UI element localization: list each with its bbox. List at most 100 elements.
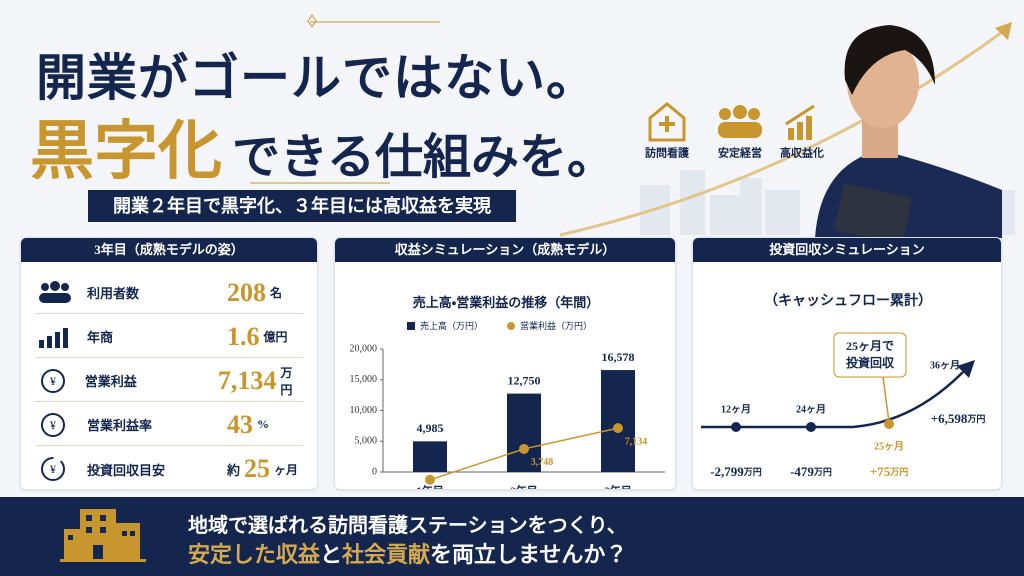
panel-title: 収益シミュレーション（成熟モデル） [335, 238, 675, 262]
panel-title: 投資回収シミュレーション [693, 238, 1001, 262]
svg-text:¥: ¥ [50, 373, 56, 387]
kpi-value: 1.6 [227, 321, 260, 351]
kpi-icon: ¥ [41, 412, 65, 437]
y-tick-label: 20,000 [350, 343, 378, 354]
callout: 投資回収 [846, 355, 895, 370]
x-tick-label: 3年目 [604, 484, 632, 490]
line-point [613, 423, 623, 434]
kpi-icon [39, 327, 68, 348]
headline-2: 黒字化 できる仕組みを。 [30, 100, 615, 192]
kpi-label: 営業利益率 [87, 418, 153, 433]
value-label: -2,799万円 [710, 464, 762, 479]
y-tick-label: 0 [372, 466, 377, 477]
line-point [519, 443, 529, 454]
value: -2,799 [710, 464, 744, 479]
kpi-icon [39, 280, 71, 303]
unit: 万円 [889, 467, 908, 477]
icon-label: 高収益化 [780, 146, 824, 160]
footer: 地域で選ばれる訪問看護ステーションをつくり、 安定した収益と社会貢献を両立しませ… [0, 497, 1024, 576]
legend-label: 売上高（万円） [420, 320, 483, 331]
panel-title: 3年目（成熟モデルの姿） [21, 238, 317, 262]
value: +6,598 [931, 411, 968, 426]
kpi-prefix: 約 [227, 462, 241, 478]
y-tick-label: 10,000 [350, 405, 378, 416]
footer-line: 安定した収益と社会貢献を両立しませんか？ [188, 537, 627, 569]
point [806, 422, 816, 432]
kpi-value: 25 [244, 454, 271, 483]
kpi-icon: ¥ [41, 368, 65, 393]
banner: 開業２年目で黒字化、３年目には高収益を実現 [88, 190, 516, 222]
kpi-value: 43 [227, 409, 253, 439]
value: -479 [790, 464, 814, 479]
value-label: -479万円 [790, 464, 832, 479]
month-label: 24ヶ月 [796, 403, 826, 415]
line-label: −1,268 [434, 488, 462, 490]
svg-text:¥: ¥ [50, 417, 56, 431]
chart: 売上高・営業利益の推移（年間） 売上高（万円） 営業利益（万円） 0 5,000 10,0… [350, 295, 665, 490]
value: +75 [870, 464, 891, 479]
footer-highlight: 社会貢献 [342, 542, 431, 567]
value-label: +75万円 [870, 464, 908, 479]
bar [507, 393, 541, 472]
month-label: 12ヶ月 [721, 403, 751, 415]
kpi-icon: ¥ [41, 457, 65, 481]
bar [413, 441, 447, 472]
legend-swatch [407, 322, 415, 330]
headline-highlight: 黒字化 [30, 116, 222, 187]
subtitle: （キャッシュフロー累計） [764, 292, 932, 309]
bar-label: 16,578 [602, 350, 635, 364]
kpi-panel: 3年目（成熟モデルの姿） 利用者数 208 名年商 1.6 億円 ¥ 営業利益 7,134 万円… [20, 237, 318, 490]
footer-text: を両立しませんか？ [430, 542, 628, 567]
icon-label: 訪問看護 [645, 146, 690, 160]
footer-highlight: 安定した収益 [188, 542, 321, 567]
kpi-unit: 名 [270, 286, 283, 300]
point [731, 422, 741, 432]
kpi-row: ¥ 営業利益 7,134 万円 [35, 360, 303, 402]
footer-line: 地域で選ばれる訪問看護ステーションをつくり、 [188, 515, 627, 537]
kpi-value: 7,134 [217, 365, 277, 395]
kpi-value: 208 [227, 277, 266, 307]
legend-swatch [507, 322, 515, 330]
chart-title: 売上高・営業利益の推移（年間） [413, 295, 599, 310]
kpi-unit: % [257, 417, 269, 431]
cashflow-panel: 投資回収シミュレーション （キャッシュフロー累計） 25ヶ月で 投資回収 12ヶ… [692, 237, 1002, 490]
kpi-unit: 万円 [280, 365, 293, 397]
kpi-row: ¥ 投資回収目安 約 25 ヶ月 [35, 448, 303, 489]
kpi-row: 年商 1.6 億円 [35, 316, 303, 358]
icon-row: 訪問看護 安定経営 高収益化 [645, 102, 824, 160]
month-label: 36ヶ月 [930, 359, 960, 371]
footer-text: と [320, 542, 343, 567]
headline-rest: できる仕組みを。 [232, 131, 616, 184]
bar [601, 370, 635, 472]
unit: 万円 [813, 467, 832, 477]
kpi-label: 投資回収目安 [87, 462, 166, 478]
x-tick-label: 1年目 [416, 484, 444, 490]
bar-label: 12,750 [508, 373, 541, 387]
chart-panel: 収益シミュレーション（成熟モデル） 売上高・営業利益の推移（年間） 売上高（万円）… [334, 237, 676, 490]
legend-label: 営業利益（万円） [520, 320, 592, 331]
unit: 万円 [966, 414, 985, 424]
icon-label: 安定経営 [718, 146, 762, 160]
kpi-unit: ヶ月 [274, 462, 299, 477]
unit: 万円 [743, 467, 762, 477]
line-label: 3,748 [531, 457, 554, 468]
bar-label: 4,985 [417, 421, 444, 435]
month-label: 25ヶ月 [874, 440, 904, 452]
headline-1: 開業がゴールではない。 [36, 50, 597, 106]
svg-text:¥: ¥ [50, 462, 56, 476]
kpi-label: 営業利益 [84, 374, 137, 389]
y-tick-label: 5,000 [355, 436, 378, 447]
kpi-row: ¥ 営業利益率 43% [35, 404, 303, 446]
line-label: 7,134 [625, 436, 648, 447]
kpi-label: 年商 [87, 330, 114, 345]
value-label: +6,598万円 [931, 411, 986, 426]
line-point [425, 474, 435, 485]
kpi-row: 利用者数 208 名 [35, 272, 303, 314]
x-tick-label: 2年目 [510, 484, 538, 490]
callout: 25ヶ月で [846, 339, 894, 353]
kpi-label: 利用者数 [87, 286, 140, 301]
point [884, 419, 894, 429]
building-icon [60, 509, 146, 562]
